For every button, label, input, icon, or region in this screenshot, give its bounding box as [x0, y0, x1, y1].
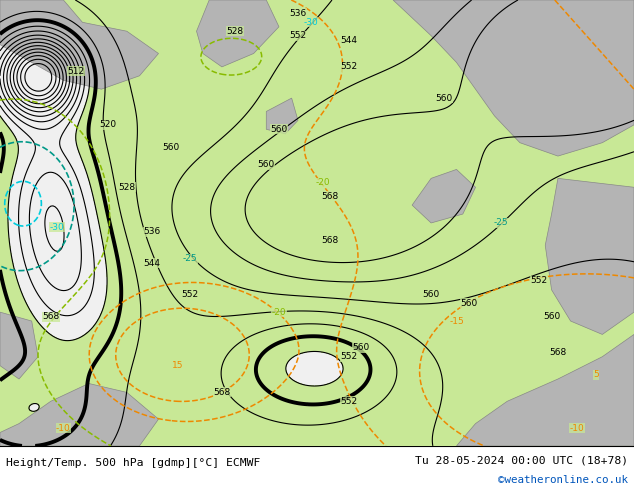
Text: -15: -15 — [449, 317, 464, 325]
Text: -30: -30 — [49, 223, 65, 232]
Text: -10: -10 — [56, 423, 71, 433]
Polygon shape — [545, 178, 634, 334]
Text: 568: 568 — [321, 192, 339, 201]
Text: 568: 568 — [42, 312, 60, 321]
Text: 520: 520 — [99, 121, 117, 129]
Text: 560: 560 — [435, 94, 453, 102]
Text: -25: -25 — [183, 254, 198, 263]
Text: -25: -25 — [493, 219, 508, 227]
Text: 552: 552 — [340, 352, 358, 361]
Text: 536: 536 — [143, 227, 161, 236]
Polygon shape — [456, 334, 634, 446]
Polygon shape — [0, 384, 158, 446]
Polygon shape — [393, 0, 634, 156]
Text: 528: 528 — [226, 27, 243, 36]
Polygon shape — [412, 170, 476, 223]
Text: 544: 544 — [340, 36, 357, 45]
Text: 552: 552 — [340, 62, 358, 72]
Text: 560: 560 — [270, 125, 288, 134]
Text: -20: -20 — [316, 178, 331, 187]
Text: 5: 5 — [593, 370, 599, 379]
Polygon shape — [0, 0, 158, 89]
Text: 528: 528 — [118, 183, 136, 192]
Text: 560: 560 — [422, 290, 440, 299]
Text: 552: 552 — [181, 290, 199, 299]
Text: 552: 552 — [530, 276, 548, 285]
Text: 552: 552 — [340, 397, 358, 406]
Text: -30: -30 — [303, 18, 318, 27]
Text: 568: 568 — [549, 348, 567, 357]
Text: 560: 560 — [543, 312, 560, 321]
Text: 568: 568 — [213, 388, 231, 397]
Text: 560: 560 — [460, 299, 478, 308]
Polygon shape — [0, 312, 38, 379]
Text: 536: 536 — [289, 9, 307, 18]
Text: -10: -10 — [569, 423, 585, 433]
Text: -20: -20 — [271, 308, 287, 317]
Polygon shape — [266, 98, 298, 134]
Text: 568: 568 — [321, 236, 339, 245]
Text: 560: 560 — [257, 161, 275, 170]
Text: Tu 28-05-2024 00:00 UTC (18+78): Tu 28-05-2024 00:00 UTC (18+78) — [415, 455, 628, 465]
Text: 544: 544 — [144, 259, 160, 268]
Text: Height/Temp. 500 hPa [gdmp][°C] ECMWF: Height/Temp. 500 hPa [gdmp][°C] ECMWF — [6, 458, 261, 467]
Text: 552: 552 — [289, 31, 307, 40]
Text: 15: 15 — [172, 361, 183, 370]
Text: ©weatheronline.co.uk: ©weatheronline.co.uk — [498, 475, 628, 485]
Polygon shape — [197, 0, 279, 67]
Text: 560: 560 — [353, 343, 370, 352]
Text: 560: 560 — [162, 143, 180, 151]
Text: 512: 512 — [67, 67, 85, 76]
